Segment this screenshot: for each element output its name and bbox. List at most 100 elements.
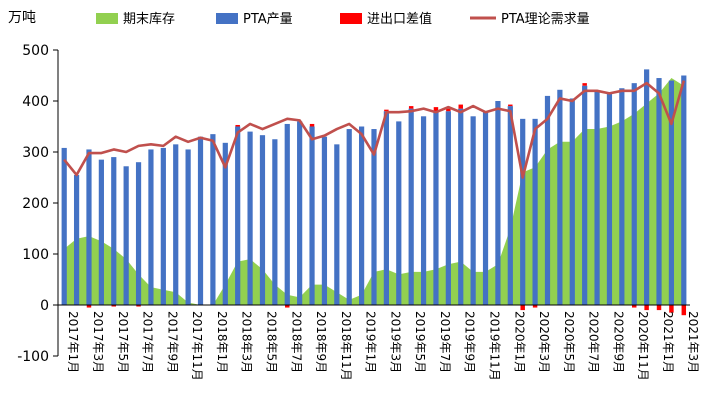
x-tick-label: 2020年5月: [562, 311, 576, 373]
x-tick-label: 2017年5月: [116, 311, 130, 373]
y-tick-label: 500: [22, 43, 49, 59]
production-bar: [383, 111, 389, 305]
production-bar: [297, 121, 303, 306]
import-export-bar: [285, 305, 290, 308]
production-bar: [644, 69, 650, 305]
production-bar: [272, 139, 278, 305]
import-export-bar: [235, 124, 240, 127]
production-bar: [309, 126, 315, 305]
x-tick-label: 2019年1月: [364, 311, 378, 373]
x-tick-label: 2019年11月: [488, 311, 502, 381]
x-tick-label: 2020年9月: [611, 311, 625, 373]
production-bar: [173, 144, 179, 305]
import-export-bar: [433, 107, 439, 112]
production-bar: [346, 129, 352, 305]
production-bar: [433, 111, 439, 305]
production-bar: [619, 88, 625, 305]
production-bar: [284, 123, 290, 305]
production-bar: [681, 75, 687, 305]
x-tick-label: 2021年1月: [661, 311, 675, 373]
production-bar: [148, 149, 154, 305]
import-export-bar: [508, 104, 513, 107]
production-bar: [532, 118, 538, 305]
production-bar: [408, 108, 414, 306]
legend-swatch: [340, 13, 362, 24]
production-bar: [470, 116, 476, 305]
production-bar: [445, 111, 451, 305]
x-tick-label: 2017年7月: [141, 311, 155, 373]
import-export-bar: [532, 305, 538, 308]
import-export-bar: [644, 305, 649, 311]
x-tick-label: 2018年11月: [339, 311, 353, 381]
production-bar: [259, 135, 266, 305]
production-bar: [160, 147, 166, 305]
production-bar: [668, 80, 675, 305]
production-bar: [235, 126, 241, 305]
x-tick-label: 2020年1月: [512, 311, 526, 373]
import-export-bar: [309, 123, 315, 127]
production-bar: [557, 89, 563, 305]
production-bar: [631, 83, 637, 306]
x-tick-label: 2017年11月: [190, 311, 204, 381]
y-axis-unit: 万吨: [8, 10, 36, 26]
legend-swatch: [216, 13, 238, 24]
production-bar: [359, 126, 365, 305]
import-export-bar: [669, 305, 674, 313]
production-bar: [482, 111, 489, 305]
production-bar: [321, 136, 328, 305]
production-bar: [569, 98, 575, 305]
production-bar: [334, 144, 340, 305]
legend-label: PTA理论需求量: [501, 12, 590, 27]
production-bar: [520, 118, 526, 305]
x-tick-label: 2019年5月: [413, 311, 427, 373]
production-bar: [210, 134, 216, 305]
production-bar: [123, 166, 129, 305]
production-bar: [495, 101, 501, 305]
x-tick-label: 2018年5月: [264, 311, 278, 373]
import-export-bar: [681, 305, 687, 316]
x-tick-label: 2018年3月: [240, 311, 254, 373]
production-bar: [247, 131, 253, 305]
import-export-bar: [446, 108, 451, 112]
demand-line-layer: [63, 80, 686, 179]
production-bar: [544, 95, 551, 306]
y-tick-label: 100: [22, 247, 49, 263]
x-tick-label: 2018年9月: [314, 311, 328, 373]
production-bar: [507, 106, 513, 305]
production-bar: [371, 129, 377, 305]
production-bar: [420, 116, 427, 305]
y-tick-label: -100: [17, 349, 49, 365]
import-export-bar: [136, 305, 141, 307]
import-export-bar: [656, 305, 662, 311]
axis-lines: [57, 50, 690, 356]
y-tick-label: 400: [22, 94, 49, 110]
production-bar: [135, 162, 142, 305]
legend-swatch: [96, 13, 118, 24]
import-export-bar: [408, 106, 414, 109]
x-tick-label: 2020年3月: [537, 311, 551, 373]
y-tick-label: 200: [22, 196, 49, 212]
x-tick-label: 2017年3月: [91, 311, 105, 373]
demand-line: [63, 80, 686, 179]
import-export-bar: [111, 305, 116, 307]
x-tick-label: 2019年7月: [438, 311, 452, 373]
x-tick-label: 2019年9月: [463, 311, 477, 373]
inventory-area: [64, 78, 684, 305]
inventory-area-layer: [64, 78, 684, 305]
production-bar: [396, 121, 402, 306]
legend-label: 期末库存: [123, 11, 175, 27]
import-export-bar: [86, 305, 92, 308]
import-export-bar: [520, 305, 525, 311]
import-export-bar: [458, 104, 463, 109]
import-export-bar-layer: [86, 83, 687, 316]
x-axis: 2017年1月 2017年3月 2017年5月 2017年7月 2017年9月 2017年…: [66, 311, 700, 381]
production-bar: [111, 157, 117, 305]
y-axis: -100 0 100 200 300 400 500: [17, 43, 58, 365]
production-bar: [582, 85, 588, 305]
legend-label: PTA产量: [243, 12, 293, 27]
x-tick-label: 2020年11月: [636, 311, 650, 381]
production-bar: [594, 90, 600, 305]
production-bar: [98, 159, 104, 305]
x-tick-label: 2020年7月: [587, 311, 601, 373]
